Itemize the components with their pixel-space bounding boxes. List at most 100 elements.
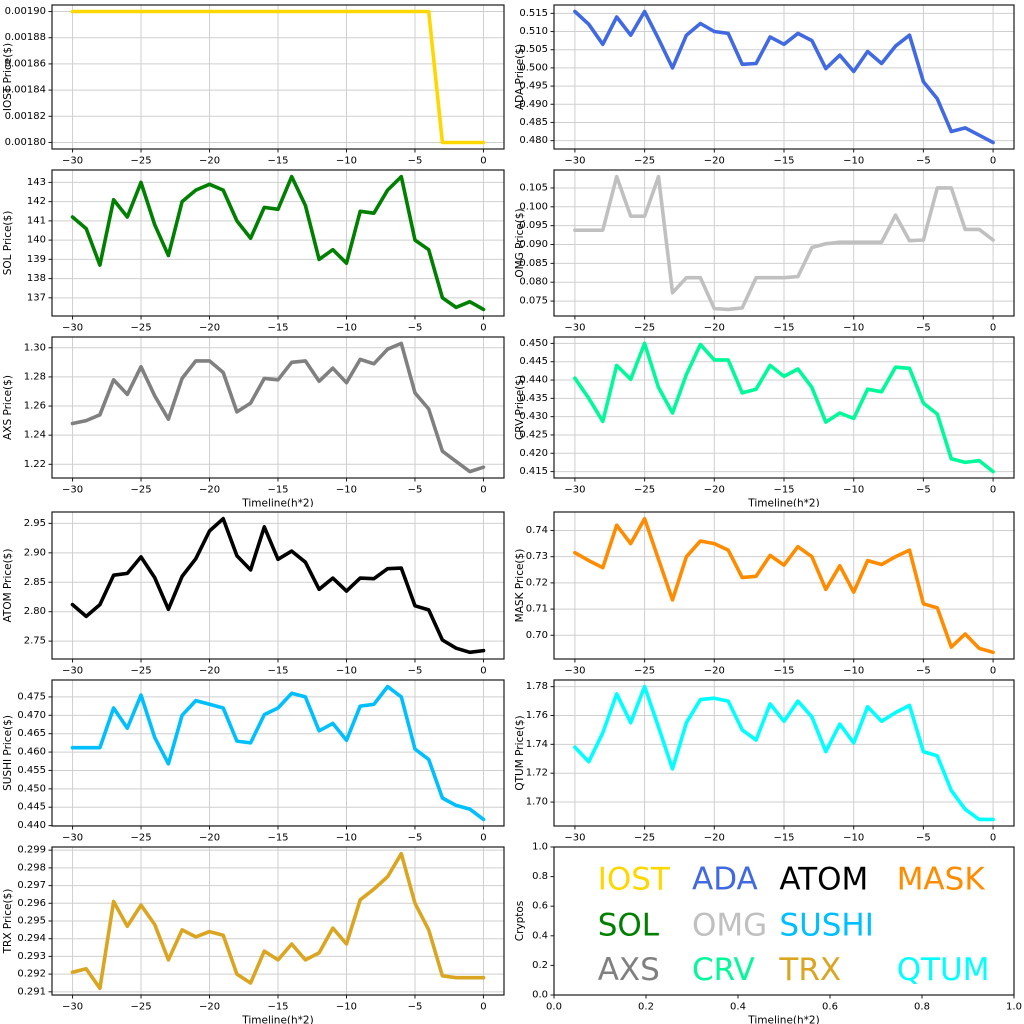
y-tick-label: 0.075 <box>519 296 548 307</box>
iost-price-line <box>70 9 486 145</box>
x-tick-label: 0 <box>990 666 996 676</box>
y-axis-label: QTUM Price($) <box>514 715 526 790</box>
y-axis: 1.70 1.72 1.74 1.76 1.78 <box>526 681 554 808</box>
y-tick-label: 143 <box>27 177 46 188</box>
y-axis: 1.22 1.24 1.26 1.28 1.30 <box>24 342 52 470</box>
ada-price-line <box>573 9 995 145</box>
y-tick-label: 141 <box>27 215 46 226</box>
y-tick-label: 0.425 <box>519 429 548 440</box>
x-tick-label: −10 <box>336 833 357 843</box>
legend-label-crv: CRV <box>692 952 755 988</box>
x-axis-label: Timeline(h*2) <box>241 1015 313 1024</box>
x-tick-label: −25 <box>130 485 151 496</box>
x-tick-label: 1.0 <box>1006 1002 1022 1013</box>
x-tick-label: −20 <box>199 156 220 166</box>
y-tick-label: 2.85 <box>24 577 46 588</box>
y-tick-label: 1.26 <box>24 401 46 412</box>
x-tick-label: 0 <box>990 323 996 333</box>
y-tick-label: 0.00184 <box>5 85 46 96</box>
x-tick-label: −20 <box>199 666 220 676</box>
y-axis: 0.70 0.71 0.72 0.73 0.74 <box>526 525 554 641</box>
y-tick-label: 0.455 <box>17 765 46 776</box>
axs-price-line <box>70 341 486 474</box>
x-tick-label: −30 <box>564 666 585 676</box>
chart-iost: 0.00180 0.00182 0.00184 0.00186 0.00188 0.001… <box>0 0 512 165</box>
y-axis-label: ADA Price($) <box>514 44 526 110</box>
y-tick-label: 139 <box>27 254 46 265</box>
x-tick-label: −10 <box>843 156 864 166</box>
y-tick-label: 0.450 <box>17 783 46 794</box>
y-axis-label: CRV Price($) <box>514 375 526 440</box>
x-tick-label: 0 <box>480 156 486 166</box>
x-tick-label: −30 <box>564 833 585 843</box>
x-tick-label: −25 <box>130 1002 151 1013</box>
y-tick-label: 0.74 <box>526 525 548 536</box>
legend-label-trx: TRX <box>778 952 841 988</box>
x-tick-label: −20 <box>704 666 725 676</box>
y-tick-label: 0.450 <box>519 338 548 349</box>
y-tick-label: 0.100 <box>519 201 548 212</box>
y-tick-label: 0.480 <box>519 135 548 146</box>
chart-atom: 2.75 2.80 2.85 2.90 2.95 −30 −25 −20 −15 −10 −5 0 AT… <box>0 507 512 675</box>
qtum-plot: 1.70 1.72 1.74 1.76 1.78 −30 −25 −20 −15 −10 −5 0 QT… <box>514 679 1015 843</box>
y-tick-label: 2.75 <box>24 636 46 647</box>
x-axis: −30 −25 −20 −15 −10 −5 0 <box>62 478 487 496</box>
grid <box>554 5 1014 149</box>
chart-mask: 0.70 0.71 0.72 0.73 0.74 −30 −25 −20 −15 −10 −5 0 MA… <box>512 507 1024 675</box>
y-tick-label: 0.500 <box>519 62 548 73</box>
x-tick-label: 0 <box>480 485 486 496</box>
x-tick-label: −20 <box>199 1002 220 1013</box>
y-tick-label: 0.296 <box>17 898 46 909</box>
x-tick-label: −5 <box>916 666 931 676</box>
x-axis: −30 −25 −20 −15 −10 −5 0 <box>564 316 996 332</box>
x-tick-label: −10 <box>843 323 864 333</box>
x-tick-label: −5 <box>408 833 423 843</box>
y-axis-label: AXS Price($) <box>2 375 14 440</box>
y-tick-label: 1.76 <box>526 710 548 721</box>
y-tick-label: 2.95 <box>24 518 46 529</box>
atom-plot: 2.75 2.80 2.85 2.90 2.95 −30 −25 −20 −15 −10 −5 0 AT… <box>2 511 505 676</box>
y-tick-label: 0.465 <box>17 728 46 739</box>
x-tick-label: −15 <box>773 666 794 676</box>
y-tick-label: 1.70 <box>526 797 548 808</box>
x-tick-label: 0.6 <box>822 1002 838 1013</box>
grid <box>52 680 504 827</box>
x-tick-label: −15 <box>773 833 794 843</box>
grid <box>554 337 1014 478</box>
x-tick-label: −20 <box>704 323 725 333</box>
x-tick-label: −10 <box>843 833 864 843</box>
y-tick-label: 0.420 <box>519 448 548 459</box>
y-tick-label: 0.292 <box>17 969 46 980</box>
x-tick-label: −20 <box>704 156 725 166</box>
x-tick-label: −10 <box>843 666 864 676</box>
y-tick-label: 137 <box>27 292 46 303</box>
y-tick-label: 1.30 <box>24 342 46 353</box>
x-tick-label: −15 <box>267 666 288 676</box>
y-tick-label: 0.415 <box>519 466 548 477</box>
y-axis-label: Cryptos <box>514 901 526 942</box>
y-tick-label: 0.298 <box>17 862 46 873</box>
x-tick-label: −5 <box>408 1002 423 1013</box>
y-tick-label: 0.505 <box>519 44 548 55</box>
iost-plot: 0.00180 0.00182 0.00184 0.00186 0.00188 0.001… <box>2 4 505 166</box>
x-tick-label: 0 <box>990 485 996 496</box>
y-axis: 137 138 139 140 141 142 143 <box>27 177 52 303</box>
legend-label-atom: ATOM <box>779 862 868 898</box>
y-axis: 0.440 0.445 0.450 0.455 0.460 0.465 0.470 0.475 <box>17 691 52 831</box>
grid <box>52 512 504 659</box>
y-tick-label: 1.0 <box>532 842 548 853</box>
x-tick-label: −15 <box>267 1002 288 1013</box>
x-tick-label: −5 <box>916 833 931 843</box>
y-tick-label: 0.71 <box>526 604 548 615</box>
x-tick-label: −20 <box>199 833 220 843</box>
x-tick-label: −30 <box>62 833 83 843</box>
y-tick-label: 2.90 <box>24 547 46 558</box>
sol-price-line <box>70 174 486 312</box>
x-tick-label: 0 <box>480 833 486 843</box>
grid <box>52 170 504 316</box>
legend-label-sol: SOL <box>598 907 660 943</box>
x-axis: −30 −25 −20 −15 −10 −5 0 <box>62 995 487 1013</box>
y-tick-label: 0.490 <box>519 99 548 110</box>
x-tick-label: −15 <box>267 833 288 843</box>
